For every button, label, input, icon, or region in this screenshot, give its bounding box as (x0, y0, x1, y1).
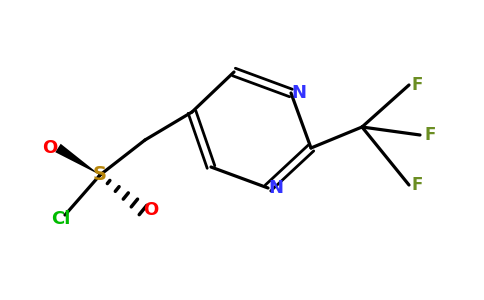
Text: Cl: Cl (51, 210, 71, 228)
Polygon shape (55, 144, 100, 175)
Text: O: O (143, 201, 159, 219)
Text: S: S (93, 166, 107, 184)
Text: F: F (424, 126, 436, 144)
Text: N: N (291, 84, 306, 102)
Text: N: N (269, 179, 284, 197)
Text: F: F (411, 76, 423, 94)
Text: F: F (411, 176, 423, 194)
Text: O: O (43, 139, 58, 157)
